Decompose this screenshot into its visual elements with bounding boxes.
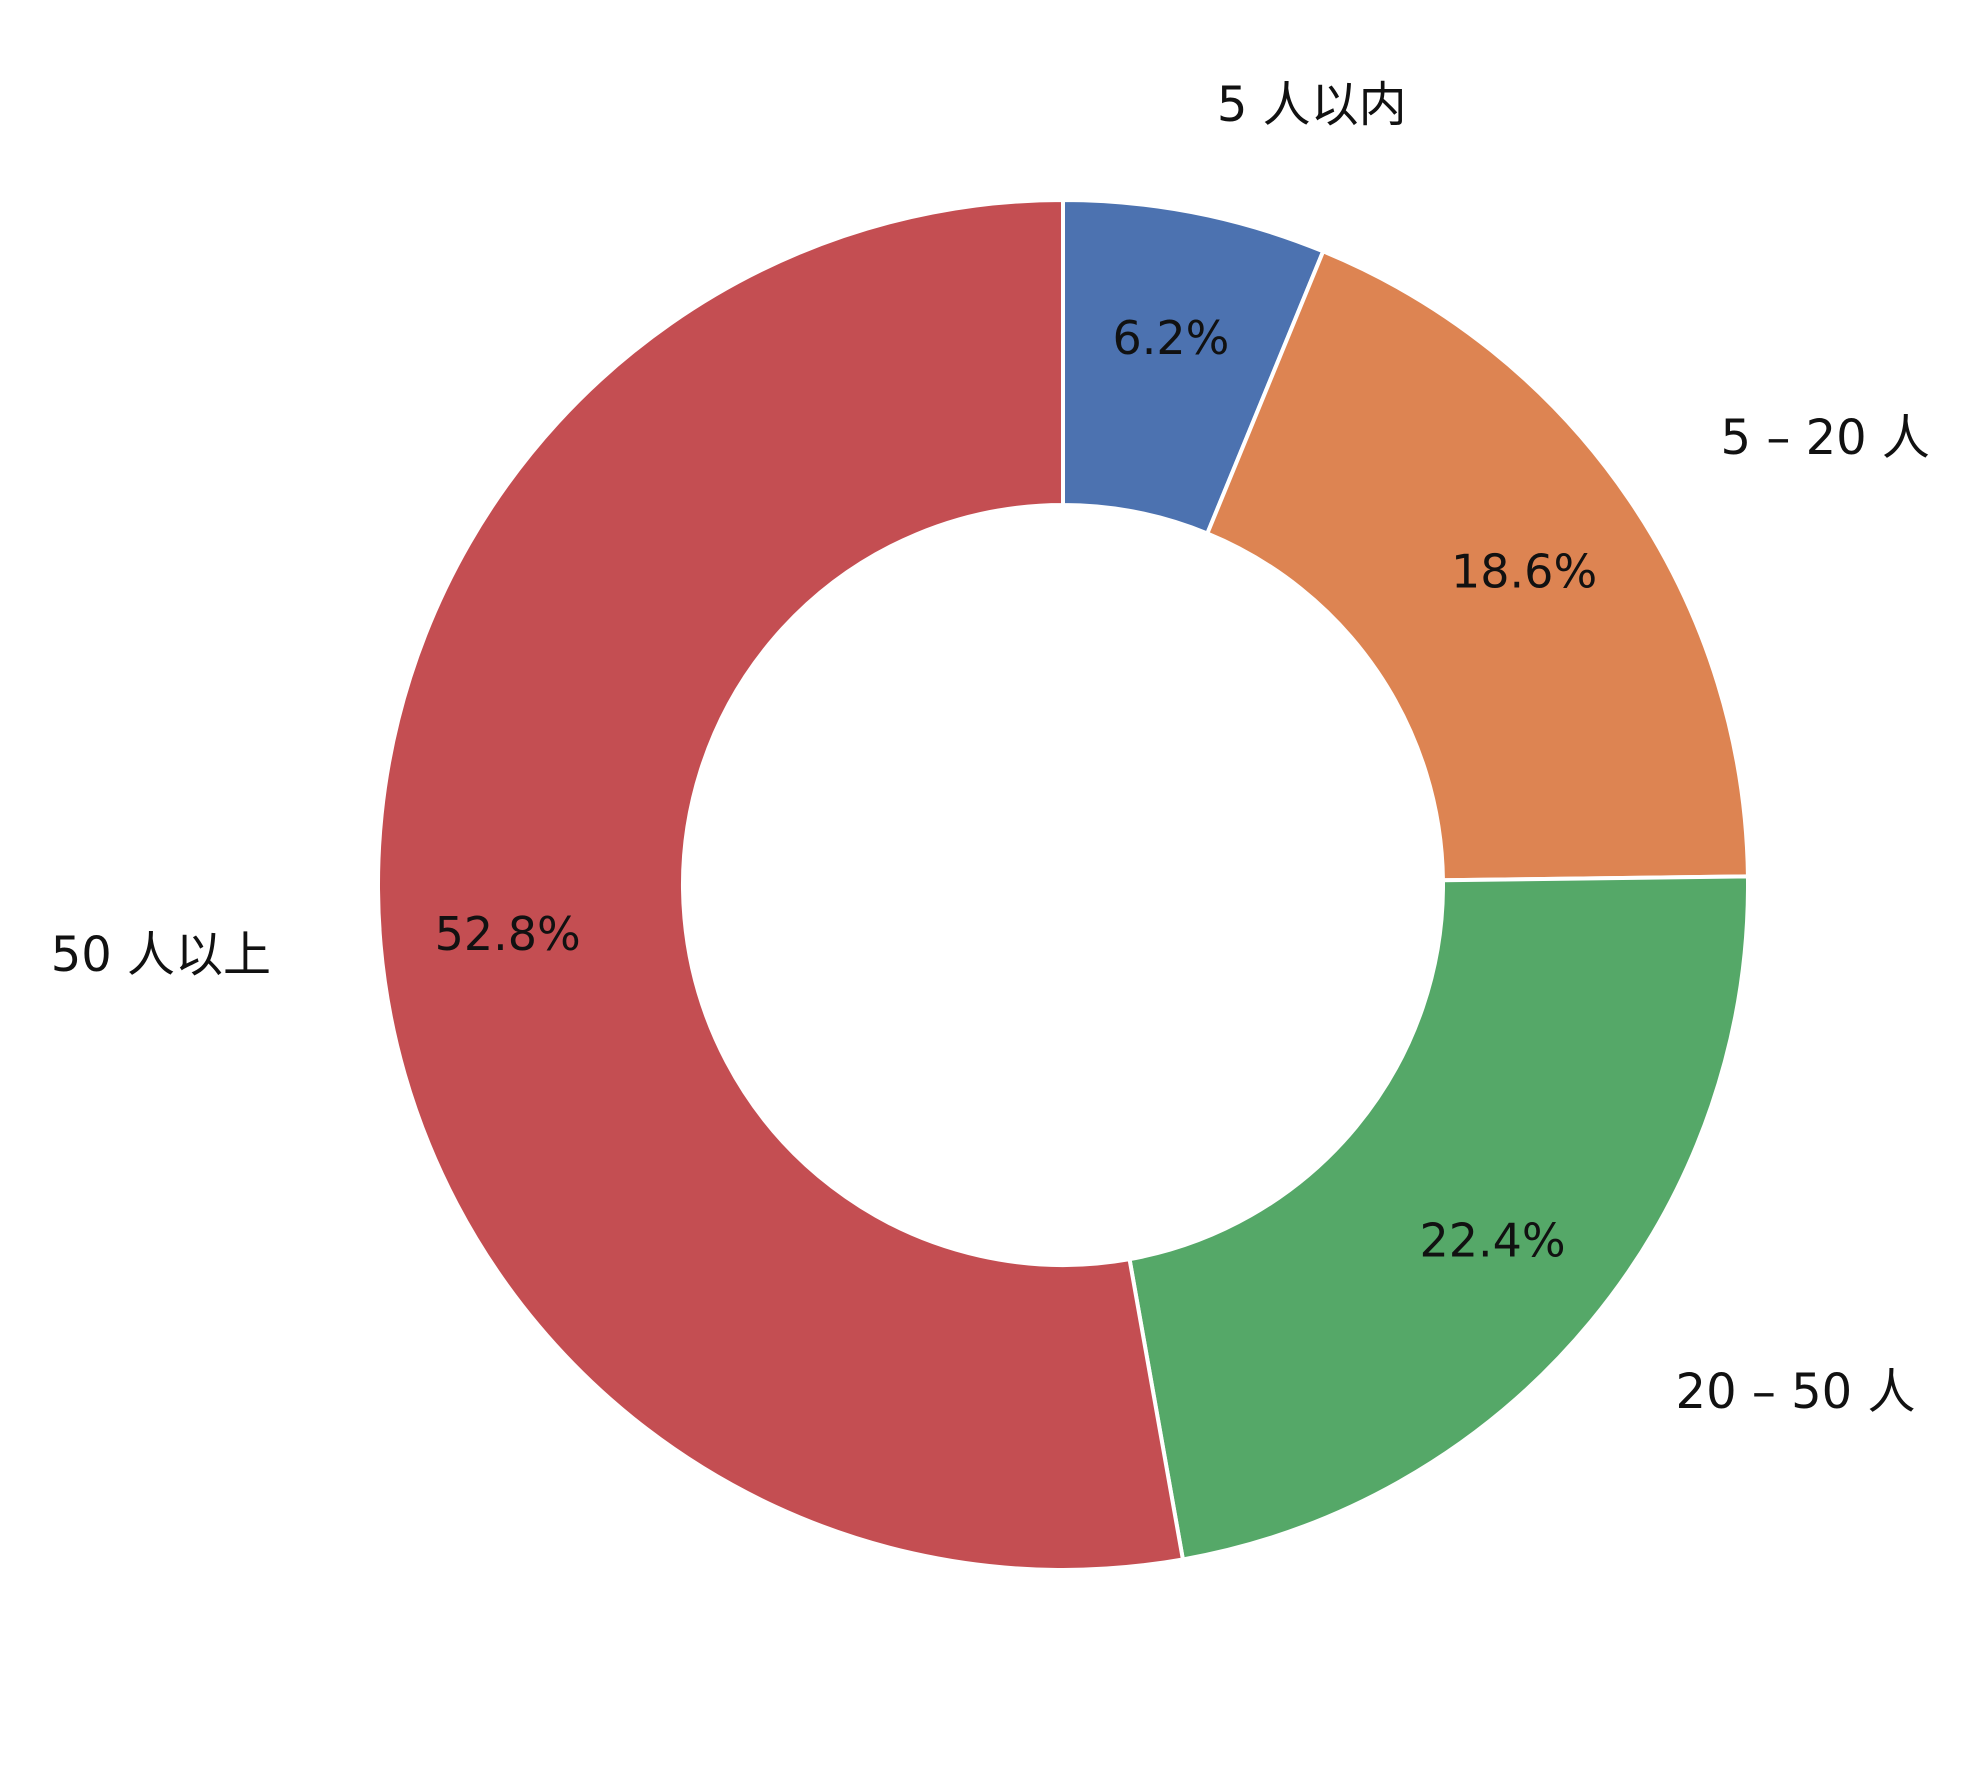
category-label-4: 50 人以上 [51, 927, 271, 983]
category-labels: 5 人以内 5 – 20 人 20 – 50 人 50 人以上 [51, 77, 1930, 1420]
percentage-label-4: 52.8% [435, 907, 581, 961]
donut-slice-2 [1205, 249, 1750, 883]
category-label-2: 5 – 20 人 [1721, 410, 1930, 466]
percentage-label-2: 18.6% [1451, 545, 1597, 599]
percentage-label-1: 6.2% [1112, 311, 1229, 365]
donut-slices [376, 198, 1750, 1572]
donut-slice-4 [376, 198, 1185, 1572]
category-label-1: 5 人以内 [1217, 77, 1407, 133]
donut-slice-3 [1127, 874, 1750, 1562]
percentage-labels: 6.2% 18.6% 22.4% 52.8% [435, 311, 1598, 1267]
percentage-label-3: 22.4% [1419, 1213, 1565, 1267]
category-label-3: 20 – 50 人 [1676, 1364, 1916, 1420]
